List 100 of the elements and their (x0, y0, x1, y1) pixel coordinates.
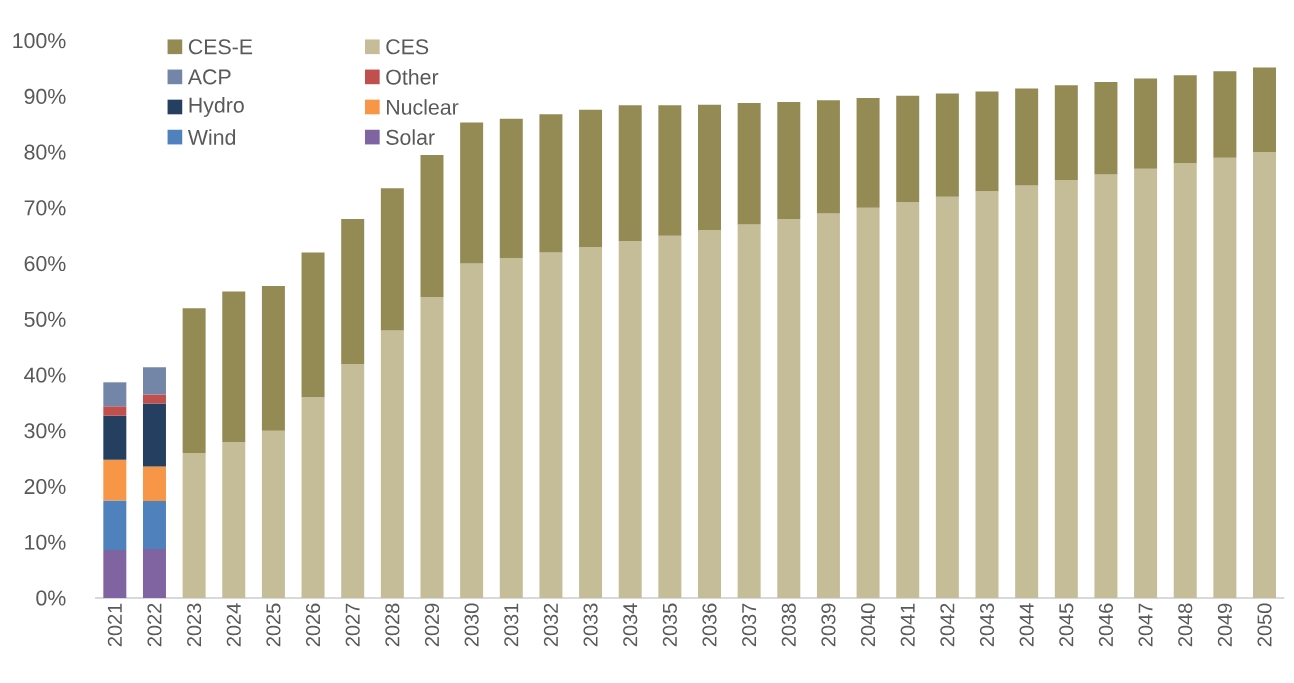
bar (935, 93, 959, 197)
x-tick-label: 2037 (742, 603, 757, 647)
legend-label: Other (386, 69, 439, 85)
bar (1213, 157, 1237, 598)
x-tick-label: 2031 (504, 603, 519, 647)
bar (103, 500, 127, 551)
bar (658, 235, 682, 598)
legend-label: CES (386, 39, 429, 55)
bar (618, 105, 642, 242)
bar (420, 297, 444, 598)
bar (1134, 78, 1158, 169)
bar (658, 105, 682, 236)
bar (380, 330, 404, 598)
bar (816, 213, 840, 598)
bar (142, 548, 166, 598)
bar (460, 122, 484, 264)
bar (103, 550, 127, 598)
bar (698, 230, 721, 598)
y-tick-label: 40% (24, 367, 66, 383)
x-tick-label: 2022 (147, 603, 162, 647)
y-tick-label: 30% (24, 423, 66, 439)
x-tick-label: 2026 (305, 603, 321, 647)
y-tick-label: 50% (24, 311, 66, 327)
x-tick-label: 2024 (226, 603, 241, 647)
bar (420, 154, 444, 298)
bar (499, 258, 523, 598)
x-tick-label: 2034 (623, 603, 638, 647)
bar (1015, 185, 1039, 598)
x-tick-label: 2032 (543, 603, 558, 647)
x-tick-label: 2036 (702, 603, 717, 647)
bar (816, 100, 840, 214)
legend-label: Solar (386, 129, 435, 145)
x-tick-label: 2050 (1257, 603, 1272, 647)
legend-label: ACP (187, 69, 231, 85)
x-tick-label: 2027 (345, 603, 360, 647)
bar (222, 291, 246, 442)
bar (380, 188, 404, 331)
bar (142, 394, 166, 404)
bar (975, 191, 999, 598)
bar (856, 98, 880, 208)
bar (777, 219, 801, 598)
bar (1253, 152, 1277, 598)
bar (142, 466, 166, 502)
x-tick-label: 2045 (1059, 603, 1074, 647)
bar (103, 382, 127, 407)
bar (777, 101, 801, 220)
x-tick-label: 2044 (1019, 603, 1034, 647)
x-tick-label: 2047 (1138, 603, 1153, 647)
bar (460, 263, 484, 598)
bar (301, 397, 325, 598)
x-tick-label: 2029 (424, 603, 440, 647)
bar (222, 441, 246, 598)
y-tick-label: 10% (25, 534, 66, 550)
bar (103, 406, 127, 416)
x-tick-label: 2049 (1217, 603, 1232, 647)
bar (142, 403, 166, 467)
bar (499, 118, 523, 259)
y-tick-label: 60% (24, 256, 66, 272)
x-tick-label: 2048 (1178, 603, 1193, 647)
x-tick-label: 2042 (940, 603, 955, 647)
bar (1134, 168, 1158, 598)
bar (737, 224, 761, 598)
y-tick-label: 100% (13, 33, 66, 49)
bar (1173, 75, 1197, 164)
bar (1213, 71, 1237, 158)
bar (103, 459, 127, 501)
bar (935, 196, 959, 598)
bar (579, 109, 603, 247)
y-tick-label: 20% (24, 478, 66, 495)
x-tick-label: 2038 (781, 603, 796, 647)
bar (261, 285, 285, 431)
legend-label: Nuclear (387, 99, 459, 115)
bar (103, 415, 127, 460)
bar (896, 95, 920, 203)
legend-label: Hydro (189, 97, 244, 117)
x-tick-label: 2040 (860, 603, 876, 647)
y-tick-label: 0% (36, 590, 66, 606)
bar (539, 252, 563, 598)
bar (261, 430, 285, 598)
bar (618, 241, 642, 598)
bar (1094, 81, 1118, 175)
bar (856, 207, 880, 598)
bar (341, 363, 365, 598)
legend-label: Wind (187, 129, 236, 145)
x-tick-label: 2025 (266, 603, 281, 647)
x-tick-label: 2021 (107, 603, 122, 647)
y-tick-label: 90% (24, 88, 66, 104)
bar (1054, 85, 1078, 180)
x-tick-label: 2023 (187, 603, 202, 647)
bar (182, 453, 206, 598)
bar (341, 219, 365, 364)
bar (975, 91, 999, 192)
bar (1094, 174, 1118, 598)
bar (142, 367, 166, 395)
x-tick-label: 2039 (821, 603, 836, 647)
x-tick-label: 2046 (1098, 603, 1114, 647)
bar (1253, 67, 1277, 153)
bar (142, 501, 166, 549)
bar (1015, 88, 1039, 186)
y-tick-label: 80% (24, 144, 66, 160)
